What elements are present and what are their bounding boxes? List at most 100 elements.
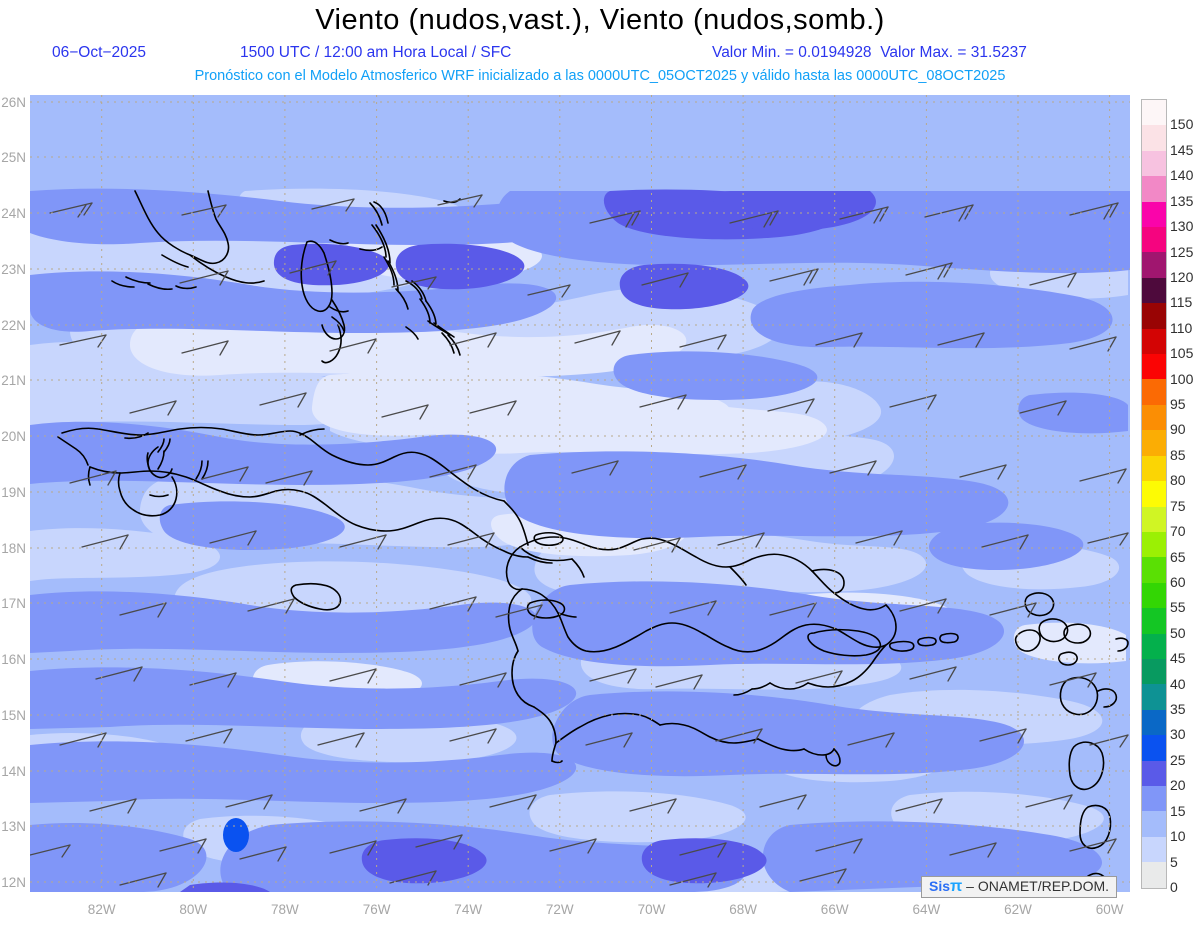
colorbar-swatch [1142,455,1166,482]
colorbar-swatch [1142,836,1166,863]
colorbar [1141,99,1167,889]
colorbar-swatch [1142,328,1166,355]
colorbar-tick-label: 100 [1170,370,1194,387]
lat-tick: 18N [1,541,26,556]
colorbar-swatch [1142,354,1166,380]
value-min: Valor Min. = 0.0194928 [712,44,872,61]
lon-tick: 66W [820,902,849,917]
colorbar-tick-label: 145 [1170,141,1194,158]
colorbar-labels: 150 145 140 135 130 125 120 115 110 105 100 95 90 85 8… [1170,99,1200,895]
colorbar-tick-label: 40 [1170,675,1186,692]
page-title: Viento (nudos,vast.), Viento (nudos,somb… [315,4,885,36]
forecast-time-level: 1500 UTC / 12:00 am Hora Local / SFC [240,44,512,61]
colorbar-tick-label: 35 [1170,701,1186,718]
colorbar-tick-label: 150 [1170,116,1194,133]
colorbar-tick-label: 25 [1170,751,1186,768]
colorbar-swatch [1142,633,1166,659]
colorbar-tick-label: 20 [1170,777,1186,794]
lon-tick: 70W [637,902,666,917]
lon-tick: 82W [87,902,116,917]
colorbar-tick-label: 5 [1170,853,1178,870]
lat-tick: 15N [1,708,26,723]
shade-25kt [180,189,876,892]
logo-agency-text: – ONAMET/REP.DOM. [966,878,1110,894]
colorbar-tick-label: 125 [1170,243,1194,260]
colorbar-swatch [1142,379,1166,405]
lat-tick: 22N [1,318,26,333]
colorbar-swatch [1142,608,1166,634]
colorbar-tick-label: 140 [1170,167,1194,184]
colorbar-swatch [1142,531,1166,558]
colorbar-tick-label: 65 [1170,548,1186,565]
wind-shading-map [30,95,1130,892]
lat-tick: 19N [1,485,26,500]
colorbar-tick-label: 60 [1170,573,1186,590]
lon-tick: 72W [545,902,574,917]
colorbar-tick-label: 120 [1170,268,1194,285]
lat-tick: 13N [1,819,26,834]
colorbar-tick-label: 90 [1170,421,1186,438]
value-max: Valor Max. = 31.5237 [880,44,1027,61]
colorbar-tick-label: 75 [1170,497,1186,514]
coastlines [57,190,1129,892]
colorbar-tick-label: 105 [1170,345,1194,362]
colorbar-swatch [1142,709,1166,736]
colorbar-swatch [1142,430,1166,456]
colorbar-swatch [1142,227,1166,253]
colorbar-swatch [1142,277,1166,304]
colorbar-swatch [1142,658,1166,685]
lon-tick: 60W [1095,902,1124,917]
lat-tick: 23N [1,262,26,277]
colorbar-tick-label: 50 [1170,624,1186,641]
colorbar-swatch [1142,201,1166,228]
colorbar-swatch [1142,506,1166,532]
lon-tick: 74W [454,902,483,917]
logo-sis-text: Sis [929,878,951,894]
colorbar-swatch [1142,303,1166,329]
value-range: Valor Min. = 0.0194928 Valor Max. = 31.5… [712,44,1027,62]
colorbar-tick-label: 10 [1170,828,1186,845]
colorbar-swatch [1142,481,1166,507]
colorbar-tick-label: 0 [1170,879,1178,895]
lon-tick: 80W [179,902,208,917]
agency-logo: Sisπ – ONAMET/REP.DOM. [921,876,1118,898]
lat-tick: 12N [1,875,26,890]
colorbar-tick-label: 95 [1170,396,1186,413]
lon-tick: 78W [271,902,299,917]
colorbar-tick-label: 55 [1170,599,1186,616]
colorbar-swatch [1142,150,1166,177]
colorbar-tick-label: 80 [1170,472,1186,489]
lat-tick: 16N [1,652,26,667]
lat-tick: 17N [1,596,26,611]
colorbar-tick-label: 85 [1170,446,1186,463]
colorbar-swatch [1142,862,1166,888]
colorbar-swatch [1142,557,1166,583]
colorbar-swatch [1142,760,1166,786]
colorbar-tick-label: 130 [1170,218,1194,235]
lat-tick: 24N [1,206,26,221]
shade-20kt [30,188,1130,892]
colorbar-tick-label: 70 [1170,523,1186,540]
colorbar-swatch [1142,100,1166,126]
model-note: Pronóstico con el Modelo Atmosferico WRF… [194,68,1006,84]
colorbar-swatch [1142,125,1166,151]
colorbar-tick-label: 15 [1170,802,1186,819]
colorbar-swatch [1142,684,1166,710]
colorbar-swatch [1142,811,1166,837]
colorbar-swatch [1142,735,1166,761]
map-plot-area[interactable] [30,95,1130,892]
shade-5kt [84,231,1126,892]
colorbar-tick-label: 115 [1170,294,1193,311]
wind-barbs [30,194,1129,888]
lon-tick: 68W [729,902,757,917]
lon-tick: 62W [1004,902,1032,917]
lat-tick: 26N [1,95,26,110]
logo-pi-symbol: π [950,878,963,895]
forecast-date: 06−Oct−2025 [52,44,146,61]
colorbar-swatch [1142,176,1166,202]
colorbar-tick-label: 110 [1170,319,1193,336]
lon-tick: 64W [912,902,941,917]
colorbar-swatch [1142,785,1166,812]
lat-tick: 20N [1,429,26,444]
